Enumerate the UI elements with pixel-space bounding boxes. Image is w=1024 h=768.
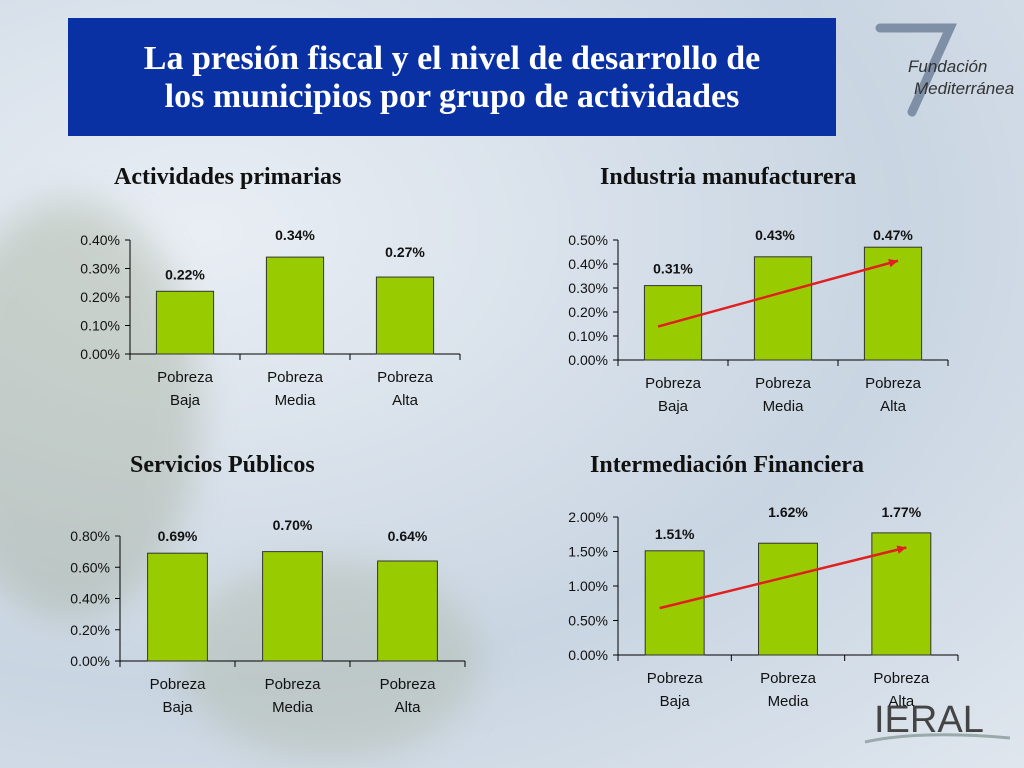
y-tick-label: 0.40% [80, 232, 120, 248]
y-tick-label: 0.00% [568, 647, 608, 663]
y-tick-label: 0.00% [80, 346, 120, 362]
logo-text-line2: Mediterránea [914, 79, 1014, 98]
trend-arrow-head [896, 545, 907, 554]
y-tick-label: 0.60% [70, 559, 110, 575]
data-label: 0.69% [158, 528, 198, 544]
y-tick-label: 1.00% [568, 578, 608, 594]
category-label: Baja [658, 398, 689, 415]
background-map-shape [0, 200, 200, 620]
category-label: Media [768, 693, 810, 710]
category-label: Media [272, 699, 314, 716]
ieral-logo: IERAL [864, 699, 1011, 744]
y-tick-label: 2.00% [568, 509, 608, 525]
logo-text-line1: Fundación [908, 57, 987, 76]
y-tick-label: 0.50% [568, 613, 608, 629]
slide-title: La presión fiscal y el nivel de desarrol… [68, 18, 836, 136]
y-tick-label: 1.50% [568, 544, 608, 560]
logo-swoosh [864, 733, 1011, 744]
y-tick-label: 0.10% [80, 318, 120, 334]
category-label: Alta [888, 693, 915, 710]
trend-arrow-line [659, 546, 907, 610]
y-tick-label: 0.50% [568, 232, 608, 248]
logo-seven-mark [875, 23, 957, 117]
data-label: 0.22% [165, 266, 205, 282]
y-tick-label: 0.00% [568, 352, 608, 368]
category-label: Pobreza [865, 375, 922, 392]
chart-industria: 0.00% 0.10% 0.20% 0.30% 0.40% 0.50% 0.31% Pobre… [568, 227, 949, 415]
data-label: 1.51% [655, 526, 695, 542]
y-tick-label: 0.20% [568, 304, 608, 320]
data-label: 0.27% [385, 244, 425, 260]
category-label: Pobreza [873, 670, 930, 687]
bar [265, 256, 325, 355]
bar [155, 290, 215, 355]
category-label: Pobreza [647, 670, 704, 687]
bar [262, 551, 323, 662]
category-label: Alta [392, 392, 419, 409]
bar [375, 276, 435, 355]
category-label: Baja [170, 392, 201, 409]
category-label: Media [275, 392, 317, 409]
y-tick-label: 0.40% [70, 591, 110, 607]
slide-title-line1: La presión fiscal y el nivel de desarrol… [143, 40, 761, 77]
chart-title-industria: Industria manufacturera [600, 164, 857, 190]
data-label: 1.62% [768, 504, 808, 520]
bar [644, 550, 705, 656]
data-label: 0.34% [275, 227, 315, 243]
data-label: 0.47% [873, 227, 913, 243]
data-label: 0.43% [755, 227, 795, 243]
y-tick-label: 0.20% [70, 622, 110, 638]
category-label: Baja [660, 693, 691, 710]
bar [147, 552, 208, 662]
category-label: Alta [880, 398, 907, 415]
data-label: 0.70% [273, 517, 313, 533]
category-label: Pobreza [157, 369, 214, 386]
y-tick-label: 0.40% [568, 256, 608, 272]
category-label: Pobreza [755, 375, 812, 392]
ieral-logo-text: IERAL [874, 699, 984, 741]
trend-arrow-head [888, 258, 898, 268]
bar [758, 542, 818, 656]
bar [753, 256, 813, 361]
y-tick-label: 0.80% [70, 528, 110, 544]
data-label: 1.77% [881, 504, 921, 520]
category-label: Pobreza [150, 676, 207, 693]
bar [377, 560, 438, 662]
y-tick-label: 0.30% [80, 261, 120, 277]
category-label: Alta [395, 699, 422, 716]
category-label: Baja [162, 699, 193, 716]
chart-financiera: 0.00% 0.50% 1.00% 1.50% 2.00% 1.51% Pobreza Baj… [568, 504, 959, 710]
y-tick-label: 0.20% [80, 289, 120, 305]
category-label: Pobreza [265, 676, 322, 693]
chart-title-servicios: Servicios Públicos [130, 452, 315, 478]
category-label: Media [763, 398, 805, 415]
chart-servicios: 0.00% 0.20% 0.40% 0.60% 0.80% 0.69% Pobreza Baj… [70, 517, 466, 716]
category-label: Pobreza [760, 670, 817, 687]
chart-title-financiera: Intermediación Financiera [590, 452, 864, 478]
data-label: 0.64% [388, 528, 428, 544]
category-label: Pobreza [377, 369, 434, 386]
slide-title-line2: los municipios por grupo de actividades [164, 78, 740, 115]
bar [863, 246, 923, 361]
chart-title-primarias: Actividades primarias [114, 164, 342, 190]
category-label: Pobreza [380, 676, 437, 693]
category-label: Pobreza [645, 375, 702, 392]
data-label: 0.31% [653, 261, 693, 277]
chart-primarias: 0.00% 0.10% 0.20% 0.30% 0.40% 0.22% Pobreza Baj… [80, 227, 461, 409]
y-tick-label: 0.10% [568, 328, 608, 344]
category-label: Pobreza [267, 369, 324, 386]
fundacion-mediterranea-logo: Fundación Mediterránea [875, 23, 1014, 117]
y-tick-label: 0.30% [568, 280, 608, 296]
trend-arrow-line [657, 259, 899, 328]
y-tick-label: 0.00% [70, 653, 110, 669]
